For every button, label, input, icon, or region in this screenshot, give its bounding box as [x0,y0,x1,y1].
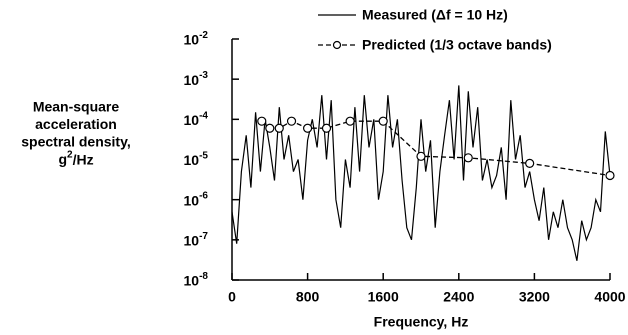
point [416,151,426,161]
point [265,123,275,133]
point [274,123,284,133]
point [605,170,615,181]
y-tick-label: 10-7 [184,230,209,248]
y-axis-label: acceleration [35,116,117,132]
x-tick-label: 4000 [594,289,625,305]
y-axis-label: Mean-square [33,99,120,115]
y-tick-label: 10-5 [184,150,209,168]
point [257,116,267,126]
y-tick-label: 10-2 [184,30,209,48]
point [378,116,388,126]
y-tick-label: 10-4 [184,110,209,128]
y-tick-label: 10-8 [184,271,209,289]
x-tick-label: 1600 [368,289,399,305]
x-axis-label: Frequency, Hz [374,314,469,330]
y-axis-label: g2/Hz [58,149,93,167]
point [525,158,535,168]
x-tick-label: 800 [296,289,320,305]
y-tick-label: 10-6 [184,190,209,208]
y-tick-label: 10-3 [184,70,209,88]
x-tick-label: 3200 [519,289,550,305]
series-line [231,85,611,261]
point [303,123,313,133]
legend-label: Measured (Δf = 10 Hz) [362,7,508,23]
y-axis-label: spectral density, [21,134,130,150]
point [345,116,355,126]
x-tick-label: 0 [228,289,236,305]
x-tick-label: 2400 [443,289,474,305]
legend-label: Predicted (1/3 octave bands) [362,37,552,53]
point [321,123,332,133]
point [463,153,473,163]
point [286,116,297,126]
legend-marker [332,40,342,50]
